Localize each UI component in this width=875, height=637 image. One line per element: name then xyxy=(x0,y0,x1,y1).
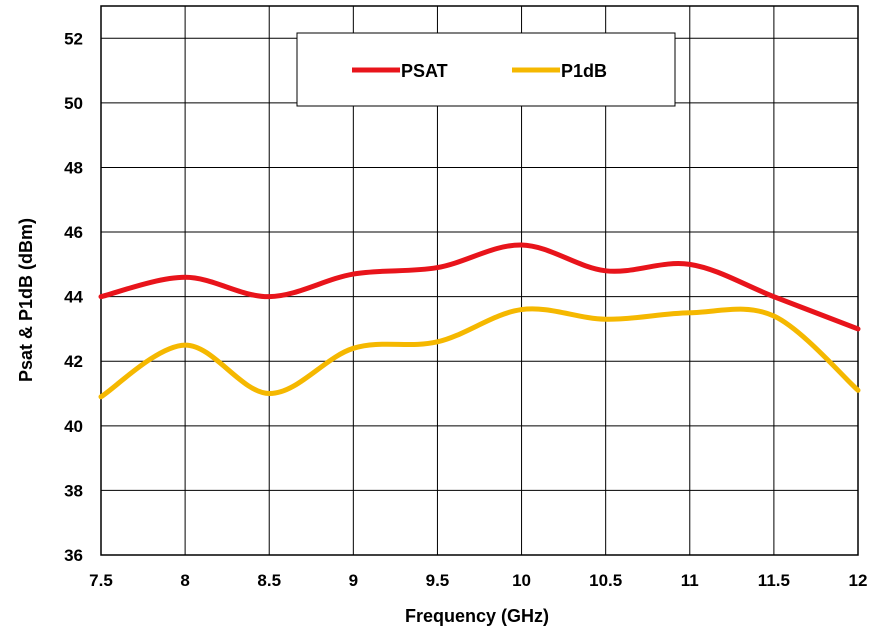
x-axis-title: Frequency (GHz) xyxy=(405,606,549,626)
series-line-p1db xyxy=(98,306,861,400)
y-tick-label: 44 xyxy=(64,288,83,307)
y-tick-label: 40 xyxy=(64,417,83,436)
legend: PSAT P1dB xyxy=(296,32,676,107)
legend-label-psat: PSAT xyxy=(401,61,448,81)
y-axis-ticks: 36 38 40 42 44 46 48 50 52 xyxy=(64,29,83,565)
series-line-psat xyxy=(98,242,861,332)
y-tick-label: 52 xyxy=(64,29,83,48)
x-axis-ticks: 7.5 8 8.5 9 9.5 10 10.5 11 11.5 12 xyxy=(89,571,867,590)
y-axis-title: Psat & P1dB (dBm) xyxy=(16,218,36,382)
series-layer xyxy=(98,242,861,400)
y-tick-label: 48 xyxy=(64,158,83,177)
y-tick-label: 46 xyxy=(64,223,83,242)
x-tick-label: 11.5 xyxy=(758,571,790,590)
legend-label-p1db: P1dB xyxy=(561,61,607,81)
x-tick-label: 11 xyxy=(681,571,699,590)
plot-area xyxy=(100,5,859,556)
x-tick-label: 12 xyxy=(849,571,868,590)
y-tick-label: 38 xyxy=(64,481,83,500)
x-tick-label: 8 xyxy=(180,571,189,590)
y-tick-label: 42 xyxy=(64,352,83,371)
x-tick-label: 10 xyxy=(512,571,531,590)
y-tick-label: 50 xyxy=(64,94,83,113)
x-tick-label: 10.5 xyxy=(589,571,622,590)
x-tick-label: 9.5 xyxy=(426,571,450,590)
x-tick-label: 9 xyxy=(349,571,358,590)
y-tick-label: 36 xyxy=(64,546,83,565)
x-tick-label: 7.5 xyxy=(89,571,113,590)
x-tick-label: 8.5 xyxy=(257,571,281,590)
